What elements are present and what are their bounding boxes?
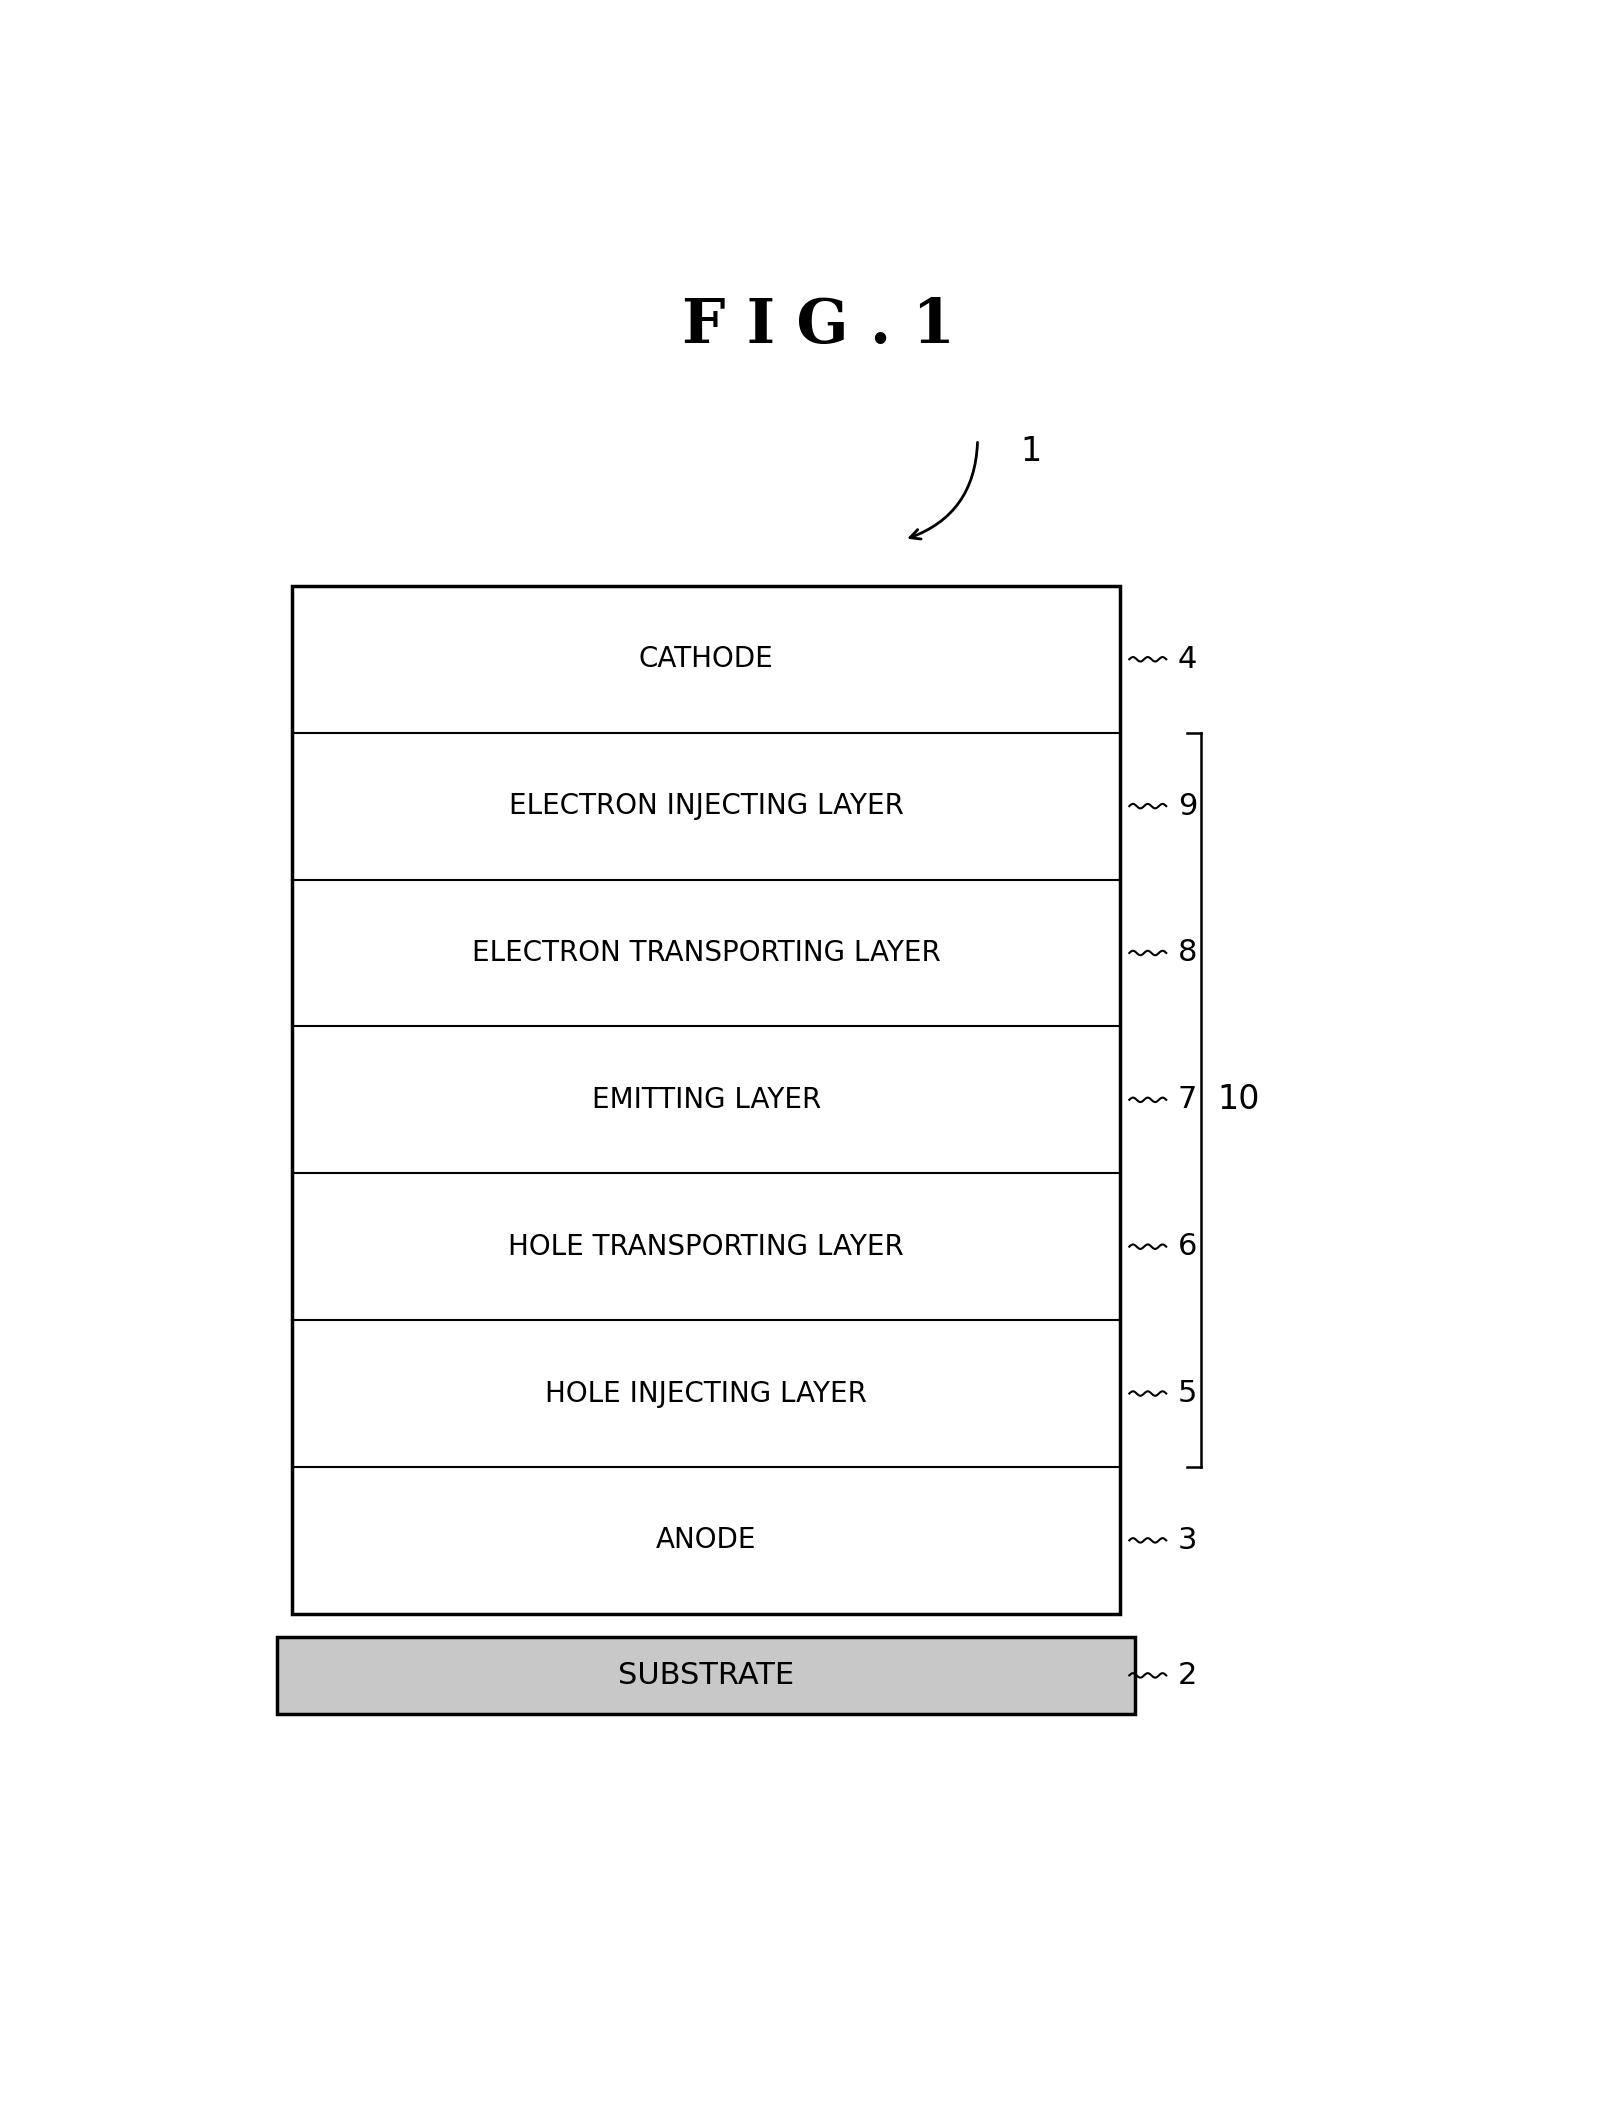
Text: EMITTING LAYER: EMITTING LAYER xyxy=(591,1085,821,1115)
Text: HOLE TRANSPORTING LAYER: HOLE TRANSPORTING LAYER xyxy=(508,1233,904,1261)
Bar xyxy=(292,586,1120,1613)
Text: 7: 7 xyxy=(1178,1085,1197,1115)
Text: F I G . 1: F I G . 1 xyxy=(682,297,956,357)
Text: CATHODE: CATHODE xyxy=(639,645,773,673)
Text: ELECTRON INJECTING LAYER: ELECTRON INJECTING LAYER xyxy=(508,792,903,819)
Text: 5: 5 xyxy=(1178,1380,1197,1408)
Text: 6: 6 xyxy=(1178,1231,1197,1261)
Text: ANODE: ANODE xyxy=(655,1526,756,1554)
Text: SUBSTRATE: SUBSTRATE xyxy=(618,1660,794,1690)
Text: 2: 2 xyxy=(1178,1660,1197,1690)
Text: 8: 8 xyxy=(1178,938,1197,968)
Text: 10: 10 xyxy=(1218,1083,1261,1117)
Text: 9: 9 xyxy=(1178,792,1197,822)
Text: 4: 4 xyxy=(1178,645,1197,673)
Text: 3: 3 xyxy=(1178,1526,1197,1554)
Bar xyxy=(276,1637,1136,1713)
Text: HOLE INJECTING LAYER: HOLE INJECTING LAYER xyxy=(545,1380,868,1408)
Text: 1: 1 xyxy=(1021,435,1042,467)
Text: ELECTRON TRANSPORTING LAYER: ELECTRON TRANSPORTING LAYER xyxy=(471,938,941,966)
